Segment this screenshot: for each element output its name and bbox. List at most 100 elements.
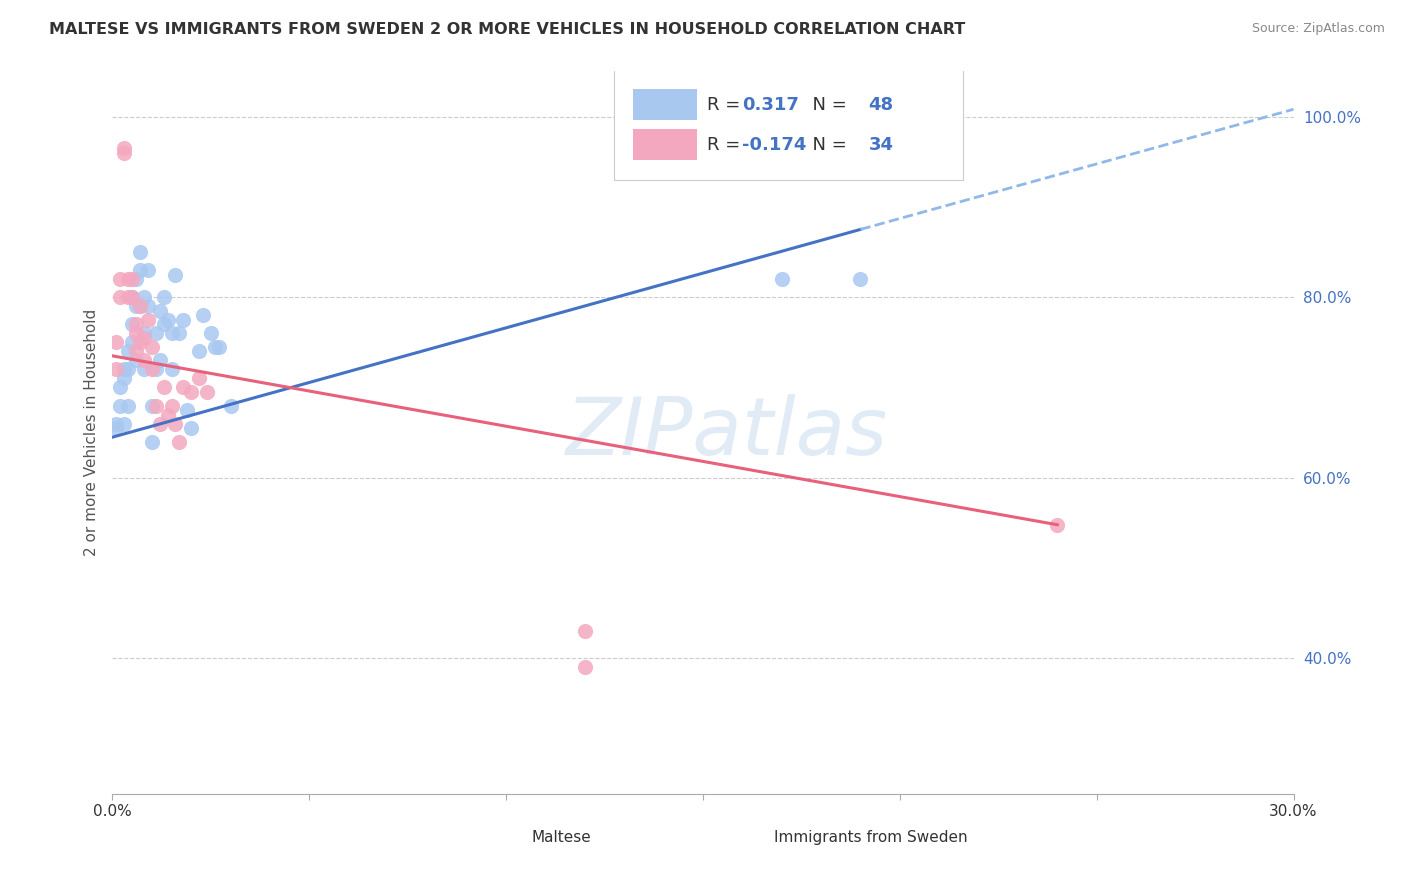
Point [574, 624, 596, 639]
Point [105, 335, 128, 350]
Point [112, 371, 135, 385]
Point [125, 299, 148, 313]
Point [156, 408, 179, 422]
Point [169, 326, 191, 341]
Point [145, 326, 167, 341]
Point [160, 326, 183, 341]
Text: 48: 48 [869, 96, 893, 114]
Point [191, 308, 214, 322]
Text: 34: 34 [869, 136, 893, 154]
Point [770, 272, 793, 286]
FancyBboxPatch shape [464, 825, 526, 849]
Point [172, 312, 194, 326]
Point [121, 318, 143, 332]
Point [112, 417, 135, 431]
Point [129, 335, 152, 350]
Text: N =: N = [801, 136, 852, 154]
Point [121, 290, 143, 304]
Point [188, 344, 211, 359]
Point [849, 272, 872, 286]
Point [132, 326, 155, 341]
Text: Immigrants from Sweden: Immigrants from Sweden [773, 830, 967, 845]
Point [132, 290, 155, 304]
FancyBboxPatch shape [707, 825, 768, 849]
Point [125, 272, 148, 286]
Point [1046, 517, 1069, 532]
Point [165, 417, 187, 431]
Point [112, 145, 135, 160]
Point [110, 290, 132, 304]
Text: Maltese: Maltese [531, 830, 592, 845]
Point [129, 299, 152, 313]
Point [136, 312, 159, 326]
Point [132, 331, 155, 345]
FancyBboxPatch shape [633, 129, 697, 160]
Point [129, 263, 152, 277]
Point [195, 384, 218, 399]
Point [132, 362, 155, 376]
Point [136, 263, 159, 277]
Point [125, 353, 148, 368]
Point [180, 421, 202, 435]
Point [117, 272, 139, 286]
Point [105, 417, 128, 431]
Point [110, 399, 132, 413]
Point [125, 326, 148, 341]
Point [188, 371, 211, 385]
Point [219, 399, 242, 413]
Point [160, 362, 183, 376]
Point [200, 326, 222, 341]
Point [145, 362, 167, 376]
Point [121, 290, 143, 304]
Point [117, 290, 139, 304]
Point [149, 353, 172, 368]
Point [176, 403, 198, 417]
Point [141, 362, 163, 376]
Point [160, 399, 183, 413]
Point [110, 380, 132, 394]
Point [169, 434, 191, 449]
Point [165, 268, 187, 282]
Point [117, 399, 139, 413]
Text: 0.317: 0.317 [742, 96, 799, 114]
Text: MALTESE VS IMMIGRANTS FROM SWEDEN 2 OR MORE VEHICLES IN HOUSEHOLD CORRELATION CH: MALTESE VS IMMIGRANTS FROM SWEDEN 2 OR M… [49, 22, 966, 37]
Point [156, 312, 179, 326]
Point [141, 399, 163, 413]
Point [149, 303, 172, 318]
Text: R =: R = [707, 136, 745, 154]
Y-axis label: 2 or more Vehicles in Household: 2 or more Vehicles in Household [83, 309, 98, 557]
Point [125, 344, 148, 359]
Text: R =: R = [707, 96, 745, 114]
Point [141, 340, 163, 354]
Point [152, 380, 174, 394]
Point [112, 362, 135, 376]
Point [152, 318, 174, 332]
FancyBboxPatch shape [633, 89, 697, 120]
Point [136, 299, 159, 313]
Text: N =: N = [801, 96, 852, 114]
Point [121, 272, 143, 286]
Point [141, 434, 163, 449]
Point [145, 399, 167, 413]
Point [112, 141, 135, 155]
Point [208, 340, 231, 354]
Text: Source: ZipAtlas.com: Source: ZipAtlas.com [1251, 22, 1385, 36]
Point [132, 353, 155, 368]
Point [117, 344, 139, 359]
Point [125, 318, 148, 332]
Point [105, 362, 128, 376]
Point [152, 290, 174, 304]
Point [204, 340, 226, 354]
FancyBboxPatch shape [614, 68, 963, 180]
Text: ZIPatlas: ZIPatlas [565, 393, 887, 472]
Point [149, 417, 172, 431]
Point [105, 421, 128, 435]
Text: -0.174: -0.174 [742, 136, 807, 154]
Point [121, 335, 143, 350]
Point [574, 660, 596, 674]
Point [129, 244, 152, 259]
Point [110, 272, 132, 286]
Point [180, 384, 202, 399]
Point [129, 299, 152, 313]
Point [117, 362, 139, 376]
